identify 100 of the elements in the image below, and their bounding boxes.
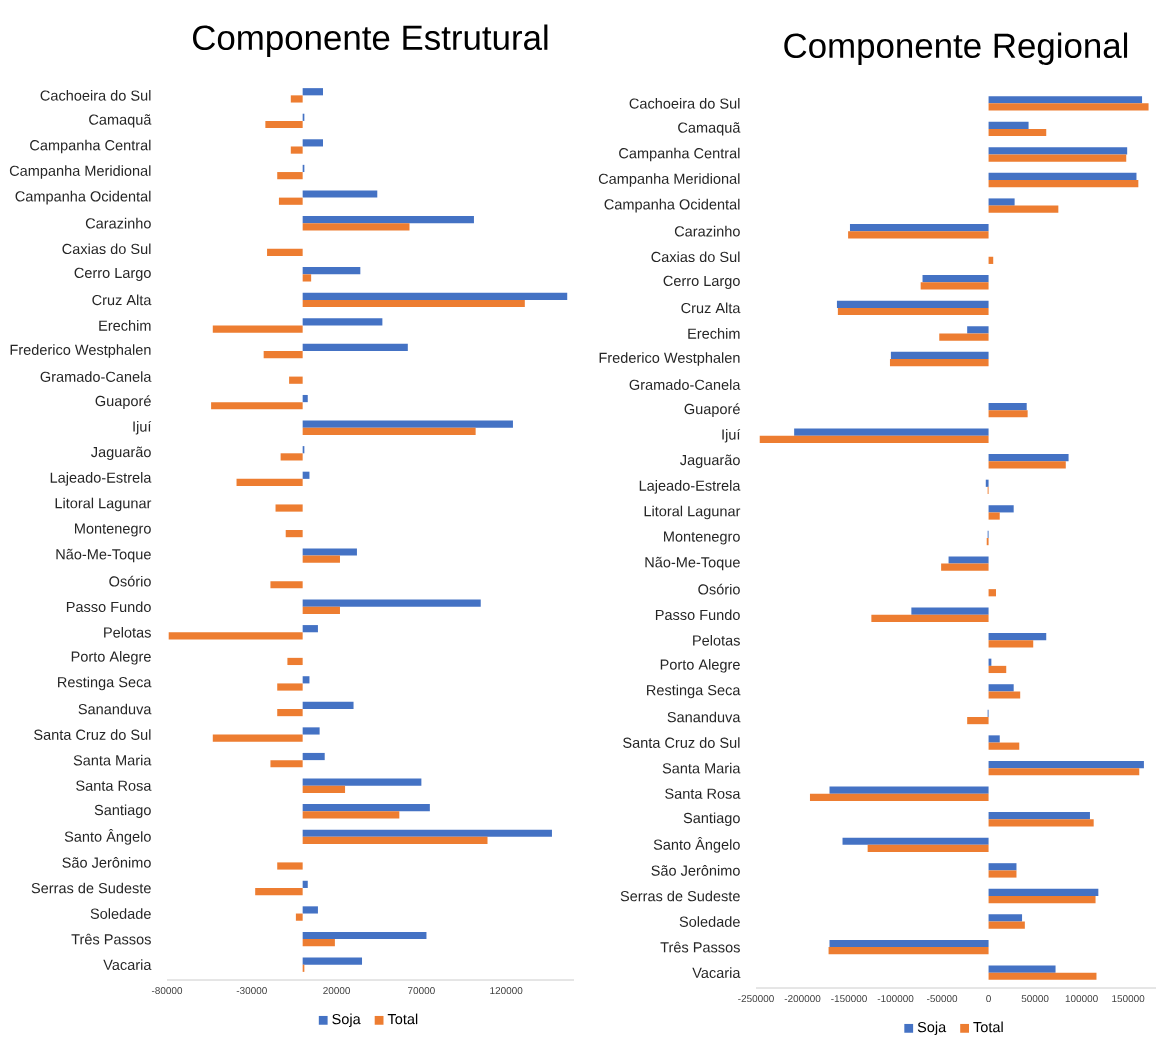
y-tick-label: Campanha Meridional — [9, 165, 151, 179]
bar — [988, 640, 1034, 648]
y-tick-label: Santa Cruz do Sul — [623, 737, 740, 748]
bar — [988, 921, 1025, 929]
bar — [302, 727, 320, 735]
y-tick-label: Carazinho — [85, 217, 151, 229]
bar — [278, 197, 303, 205]
y-tick-label: Lajeado-Estrela — [50, 472, 152, 486]
bar — [302, 811, 400, 819]
bar — [939, 333, 989, 341]
bar — [290, 146, 303, 154]
bar — [988, 691, 1021, 699]
y-tick-label: Santiago — [94, 804, 151, 819]
y-tick-label: Campanha Central — [30, 139, 151, 154]
y-tick-label: Caxias do Sul — [651, 251, 740, 263]
y-tick-label: Santa Rosa — [665, 788, 741, 799]
bar — [302, 299, 525, 308]
bar — [829, 939, 989, 948]
bar — [889, 359, 989, 367]
bar — [922, 275, 989, 283]
bar — [988, 735, 1000, 743]
y-tick-label: Não-Me-Toque — [645, 556, 740, 571]
legend-label: Total — [973, 1021, 1003, 1033]
x-tick-label: -80000 — [151, 987, 183, 995]
y-tick-label: Vacaria — [692, 967, 741, 979]
bar — [302, 427, 476, 435]
y-tick-label: Caxias do Sul — [62, 243, 151, 255]
y-tick-label: Santo Ângelo — [653, 836, 740, 853]
x-tick-label: -30000 — [236, 987, 267, 995]
bar — [836, 300, 989, 308]
y-tick-label: Litoral Lagunar — [644, 505, 741, 520]
bar — [988, 965, 1056, 973]
bar — [270, 581, 303, 589]
bar — [302, 190, 378, 198]
bar — [988, 147, 1128, 155]
y-tick-label: Porto Alegre — [660, 659, 740, 673]
y-tick-label: Santa Cruz do Sul — [34, 729, 151, 740]
bar — [265, 120, 303, 129]
bar — [302, 343, 408, 352]
bar — [988, 454, 1069, 462]
y-tick-label: Montenegro — [664, 531, 740, 545]
y-tick-label: Três Passos — [71, 933, 151, 945]
bar — [290, 95, 303, 103]
y-tick-label: Restinga Seca — [58, 676, 152, 691]
y-tick-label: São Jerônimo — [651, 865, 740, 876]
x-tick-label: -200000 — [784, 995, 821, 1003]
y-tick-label: Três Passos — [660, 941, 740, 953]
y-tick-label: Pelotas — [104, 626, 151, 638]
bar — [988, 402, 1027, 411]
y-tick-label: Erechim — [688, 328, 740, 339]
bar — [849, 223, 989, 232]
x-tick-label: 0 — [986, 995, 991, 1003]
bar — [988, 768, 1140, 776]
bar — [275, 504, 303, 512]
bar — [302, 931, 427, 940]
x-tick-label: -250000 — [738, 995, 774, 1003]
y-tick-label: Soledade — [679, 916, 740, 927]
y-tick-label: Santa Rosa — [76, 780, 152, 791]
bar — [988, 505, 1014, 513]
y-tick-label: Soledade — [90, 908, 151, 919]
bar — [302, 829, 552, 837]
bar — [890, 351, 989, 360]
y-tick-label: Ijuí — [722, 428, 741, 443]
bar — [837, 307, 989, 316]
bar — [794, 428, 989, 436]
bar — [302, 804, 430, 812]
bar — [988, 154, 1127, 162]
bar — [988, 665, 1007, 674]
y-tick-label: Santo Ângelo — [64, 828, 151, 845]
x-tick-label: 150000 — [1112, 995, 1145, 1003]
bar — [988, 589, 997, 597]
bar — [211, 402, 303, 410]
bar — [302, 836, 488, 845]
y-tick-label: Gramado-Canela — [629, 379, 741, 390]
x-tick-label: -50000 — [926, 995, 958, 1003]
bar — [988, 172, 1137, 181]
y-tick-label: Sananduva — [667, 711, 741, 723]
y-tick-label: Guaporé — [95, 395, 151, 410]
bar — [302, 701, 354, 709]
y-tick-label: Santiago — [683, 812, 740, 827]
bar — [867, 844, 989, 853]
y-tick-label: Campanha Ocidental — [15, 190, 151, 205]
bar — [212, 325, 303, 333]
bar — [920, 282, 989, 290]
x-tick-label: 20000 — [323, 987, 351, 995]
bar — [988, 103, 1149, 111]
y-tick-label: Camaquã — [678, 122, 741, 136]
bar — [302, 267, 361, 275]
bar — [988, 633, 1047, 641]
bar — [988, 760, 1144, 769]
y-tick-label: Frederico Westphalen — [10, 344, 151, 358]
bar — [988, 819, 1094, 827]
y-tick-label: Cachoeira do Sul — [40, 90, 151, 101]
bar — [302, 785, 346, 793]
y-tick-label: Guaporé — [684, 403, 740, 418]
y-tick-label: Cerro Largo — [74, 267, 151, 281]
bar — [759, 435, 989, 443]
x-tick-label: 100000 — [1065, 995, 1098, 1003]
y-tick-label: Cachoeira do Sul — [629, 98, 740, 109]
bar — [988, 863, 1017, 871]
